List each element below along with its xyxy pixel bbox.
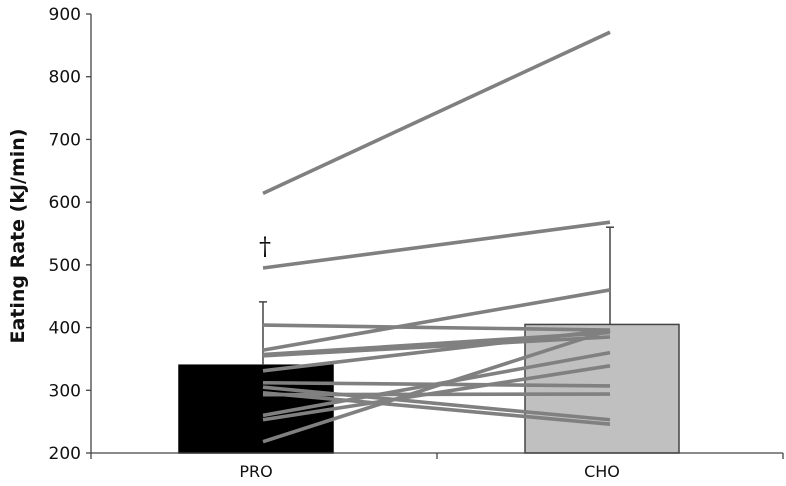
participant-line <box>262 220 611 270</box>
y-tick-label: 400 <box>49 319 81 339</box>
y-tick-label: 700 <box>49 130 81 150</box>
participant-line <box>262 288 611 352</box>
annotations-group: † <box>259 232 271 260</box>
participant-line <box>262 328 611 444</box>
y-tick-label: 900 <box>49 5 81 25</box>
participant-line <box>262 364 611 422</box>
y-tick-label: 300 <box>49 381 81 401</box>
x-category-label-pro: PRO <box>239 462 272 481</box>
y-tick-label: 600 <box>49 193 81 213</box>
participant-line <box>262 323 611 332</box>
participant-line <box>262 30 611 195</box>
dagger-significance-marker: † <box>259 232 271 260</box>
participant-line <box>262 385 611 422</box>
y-tick-label: 800 <box>49 68 81 88</box>
y-tick-label: 500 <box>49 256 81 276</box>
participant-line <box>262 391 611 426</box>
y-tick-labels: 200 300 400 500 600 700 800 900 <box>49 5 81 464</box>
x-category-label-cho: CHO <box>584 462 620 481</box>
bar-pro <box>178 364 334 454</box>
y-axis-label: Eating Rate (kJ/min) <box>7 128 29 343</box>
y-tick-label: 200 <box>49 444 81 464</box>
participant-line <box>262 328 611 373</box>
x-category-labels: PRO CHO <box>239 462 620 481</box>
axes-group <box>86 13 784 459</box>
individual-lines-group <box>262 30 611 444</box>
bar-cho <box>524 323 680 454</box>
